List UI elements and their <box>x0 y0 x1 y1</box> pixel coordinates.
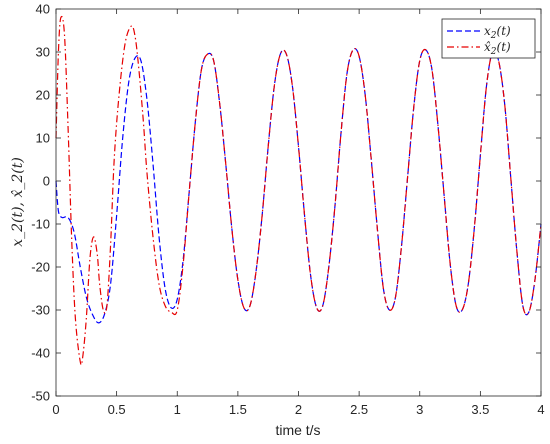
series-line-x2-hat <box>55 15 542 366</box>
y-tick-label: 10 <box>36 131 50 146</box>
legend: x2(t) x̂2(t) <box>441 18 536 59</box>
legend-label-x2: x2(t) <box>484 24 511 41</box>
y-tick-label: -20 <box>31 260 50 275</box>
x-tick-label: 0 <box>52 402 59 417</box>
y-tick-label: -10 <box>31 217 50 232</box>
y-tick-label: 30 <box>36 45 50 60</box>
legend-label-x2-hat: x̂2(t) <box>484 40 511 57</box>
y-axis-label: x_2(t), x̂_2(t) <box>10 157 26 247</box>
x-tick-label: 2.5 <box>350 402 368 417</box>
y-tick-label: -50 <box>31 389 50 404</box>
axis-layer: 0 0.5 1 1.5 2 2.5 3 3.5 4 40 30 20 10 0 -10 -20 -30 -40 -5… <box>31 2 544 418</box>
x-tick-label: 2 <box>295 402 302 417</box>
y-tick-label: 20 <box>36 88 50 103</box>
x-tick-label: 1 <box>174 402 181 417</box>
x-tick-label: 1.5 <box>229 402 247 417</box>
series-layer <box>55 15 542 366</box>
x-tick-label: 0.5 <box>108 402 126 417</box>
x-tick-label: 3 <box>416 402 423 417</box>
x-axis-label: time t/s <box>275 422 320 438</box>
y-tick-label: -30 <box>31 303 50 318</box>
legend-box <box>441 18 536 59</box>
x-tick-label: 4 <box>537 402 544 417</box>
x-tick-label: 3.5 <box>471 402 489 417</box>
y-tick-label: 0 <box>43 174 50 189</box>
y-tick-label: 40 <box>36 2 50 17</box>
plot-area <box>56 9 541 396</box>
series-line-x2 <box>55 47 542 324</box>
y-tick-label: -40 <box>31 346 50 361</box>
